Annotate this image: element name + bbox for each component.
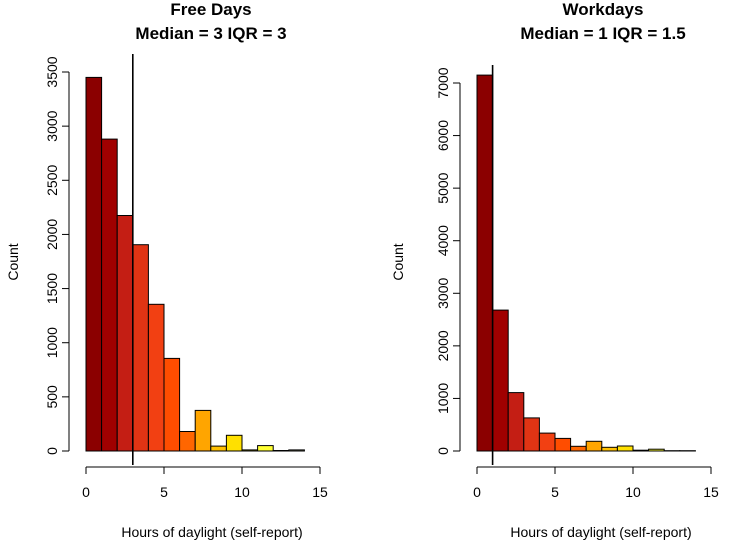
histogram-bar xyxy=(272,450,290,452)
histogram-bar xyxy=(507,392,525,452)
histogram-bar xyxy=(570,445,587,452)
panel-free-days-title-line1: Free Days xyxy=(170,0,251,19)
x-tick-label: 5 xyxy=(160,484,168,500)
histogram-bar xyxy=(241,449,259,452)
histogram-bar xyxy=(523,417,540,452)
panel-workdays-bars xyxy=(476,74,696,452)
histogram-bar xyxy=(179,431,196,452)
y-tick-label: 5000 xyxy=(435,172,451,203)
histogram-bar xyxy=(147,303,165,452)
histogram-bar xyxy=(116,215,134,452)
histogram-bar xyxy=(210,445,227,452)
x-tick-label: 5 xyxy=(551,484,559,500)
panel-free-days-title-line2: Median = 3 IQR = 3 xyxy=(135,24,286,43)
histogram-bar xyxy=(225,434,243,452)
y-tick-label: 3000 xyxy=(435,278,451,309)
y-tick-label: 6000 xyxy=(435,120,451,151)
y-tick-label: 3000 xyxy=(44,110,60,141)
x-tick-label: 15 xyxy=(312,484,328,500)
panel-free-days-ylabel: Count xyxy=(5,243,21,280)
histogram-bar xyxy=(101,138,118,452)
panel-free-days-y-axis: 0 500 1000 1500 2000 2500 3000 3500 xyxy=(44,56,70,455)
panel-workdays-xlabel: Hours of daylight (self-report) xyxy=(510,524,691,540)
y-tick-label: 7000 xyxy=(435,67,451,98)
y-tick-label: 4000 xyxy=(435,225,451,256)
histogram-bar xyxy=(648,448,665,452)
y-tick-label: 2500 xyxy=(44,165,60,196)
panel-workdays-title-line1: Workdays xyxy=(563,0,644,19)
histogram-bar xyxy=(601,446,618,452)
panel-free-days-bars xyxy=(85,76,305,452)
panel-workdays-ylabel: Count xyxy=(390,243,406,280)
y-tick-label: 2000 xyxy=(435,330,451,361)
panel-workdays-y-axis: 0 1000 2000 3000 4000 5000 6000 7000 xyxy=(435,67,461,455)
histogram-bar xyxy=(288,449,305,452)
histogram-bar xyxy=(85,76,103,452)
histogram-bar xyxy=(163,357,181,452)
histogram-bar xyxy=(585,440,603,452)
y-tick-label: 0 xyxy=(435,447,451,455)
x-tick-label: 0 xyxy=(473,484,481,500)
y-tick-label: 2000 xyxy=(44,219,60,250)
histogram-bar xyxy=(194,409,212,452)
panel-free-days-xlabel: Hours of daylight (self-report) xyxy=(121,524,302,540)
histogram-bar xyxy=(492,309,509,452)
histogram-bar xyxy=(616,445,634,452)
panel-workdays-title-line2: Median = 1 IQR = 1.5 xyxy=(520,24,685,43)
panel-workdays-x-axis: 0 5 10 15 xyxy=(473,466,719,500)
y-tick-label: 1000 xyxy=(44,327,60,358)
panel-free-days: Free Days Median = 3 IQR = 3 Count Hours… xyxy=(5,0,328,540)
histogram-bar xyxy=(476,74,494,452)
histogram-bar xyxy=(554,437,572,452)
y-tick-label: 1500 xyxy=(44,273,60,304)
histogram-bar xyxy=(632,449,650,452)
y-tick-label: 3500 xyxy=(44,56,60,87)
y-tick-label: 0 xyxy=(44,447,60,455)
x-tick-label: 10 xyxy=(234,484,250,500)
x-tick-label: 10 xyxy=(625,484,641,500)
panel-workdays: Workdays Median = 1 IQR = 1.5 Count Hour… xyxy=(390,0,719,540)
x-tick-label: 0 xyxy=(82,484,90,500)
y-tick-label: 500 xyxy=(44,385,60,409)
x-tick-label: 15 xyxy=(703,484,719,500)
panel-free-days-x-axis: 0 5 10 15 xyxy=(82,466,328,500)
histogram-bar xyxy=(538,432,556,452)
histogram-bar xyxy=(257,445,274,452)
histogram-bar xyxy=(132,244,149,452)
y-tick-label: 1000 xyxy=(435,383,451,414)
